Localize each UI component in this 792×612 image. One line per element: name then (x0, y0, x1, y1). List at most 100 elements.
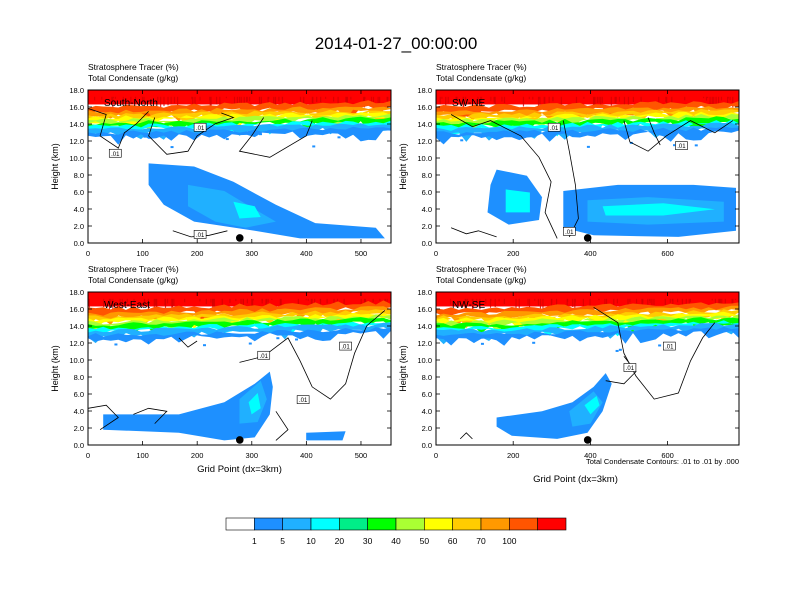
x-tick-label: 600 (661, 249, 674, 258)
tracer-speck (532, 341, 536, 344)
tracer-speck (295, 338, 299, 341)
y-tick-label: 0.0 (422, 441, 432, 450)
x-tick-label: 300 (246, 451, 259, 460)
strat-streak (363, 90, 366, 108)
x-tick-label: 400 (584, 249, 597, 258)
location-marker (235, 436, 244, 444)
strat-streak (281, 90, 284, 108)
strat-streak (732, 90, 734, 108)
strat-layer (88, 116, 391, 134)
strat-streak (464, 292, 466, 308)
y-tick-label: 6.0 (74, 188, 84, 197)
condensate-contour (593, 306, 716, 400)
y-tick-label: 8.0 (74, 373, 84, 382)
strat-streak (593, 90, 595, 108)
colorbar-label: 5 (280, 536, 285, 546)
tracer-speck (114, 343, 118, 346)
contour-label-box (563, 226, 576, 236)
panel-name: South-North (104, 98, 158, 109)
strat-streak (537, 90, 540, 108)
y-tick-label: 4.0 (74, 205, 84, 214)
y-tick-label: 2.0 (74, 222, 84, 231)
tracer-region-5 (148, 163, 385, 239)
strat-streak (574, 292, 576, 309)
y-tick-label: 2.0 (74, 424, 84, 433)
strat-streak (721, 292, 723, 308)
strat-streak (109, 292, 111, 307)
condensate-contour (88, 108, 149, 149)
colorbar-swatch (424, 517, 453, 531)
tracer-speck (143, 135, 147, 138)
strat-streak (681, 292, 684, 309)
y-tick-label: 18.0 (69, 288, 84, 297)
strat-streak (219, 90, 221, 108)
y-tick-label: 18.0 (417, 86, 432, 95)
condensate-contour (88, 404, 119, 431)
strat-streak (522, 90, 525, 107)
strat-streak (240, 292, 242, 306)
tracer-speck (319, 335, 323, 338)
strat-cap (88, 90, 391, 97)
colorbar-swatch (367, 517, 397, 531)
strat-layer (88, 314, 391, 332)
contour-label-box (623, 363, 637, 372)
strat-streak (713, 90, 715, 105)
panel-name: West-East (104, 300, 150, 311)
colorbar-swatch (395, 517, 425, 531)
strat-streak (715, 90, 717, 105)
tracer-region-20 (248, 393, 261, 415)
strat-streak (108, 292, 111, 310)
strat-streak (167, 90, 169, 106)
strat-streak (173, 292, 175, 307)
contour-label-box (339, 341, 352, 351)
y-axis-label: Height (km) (50, 143, 60, 190)
colorbar-label: 1 (252, 536, 257, 546)
strat-streak (314, 292, 316, 307)
strat-streak (718, 292, 721, 306)
y-tick-label: 16.0 (69, 103, 84, 112)
strat-streak (213, 292, 215, 310)
strat-streak (719, 292, 722, 307)
strat-streak (303, 90, 305, 106)
y-tick-label: 10.0 (69, 356, 84, 365)
y-tick-label: 14.0 (69, 322, 84, 331)
x-axis-label: Grid Point (dx=3km) (197, 464, 282, 475)
x-tick-label: 100 (136, 451, 149, 460)
panel-west-east: Stratosphere Tracer (%)Total Condensate … (50, 264, 392, 475)
strat-streak (103, 292, 105, 308)
colorbar-swatch (310, 517, 340, 531)
colorbar-label: 10 (306, 536, 316, 546)
condensate-contour (148, 112, 235, 155)
strat-streak (671, 90, 673, 104)
y-tick-label: 18.0 (69, 86, 84, 95)
contour-label: .01 (341, 345, 350, 351)
panel-name: SW-NE (452, 98, 485, 109)
tracer-speck (460, 139, 464, 142)
strat-streak (212, 292, 214, 306)
x-tick-label: 400 (584, 451, 597, 460)
colorbar-swatch (254, 517, 283, 531)
condensate-contour (450, 227, 497, 238)
tracer-speck (618, 348, 622, 351)
x-tick-label: 600 (661, 451, 674, 460)
panel-frame (87, 291, 392, 446)
strat-streak (688, 292, 690, 307)
y-tick-label: 4.0 (422, 407, 432, 416)
tracer-region-20 (602, 203, 715, 216)
strat-streak (387, 90, 389, 106)
strat-streak (112, 90, 114, 108)
strat-streak (163, 90, 165, 107)
tracer-speck (170, 146, 174, 149)
strat-streak (337, 90, 339, 105)
strat-streak (251, 292, 253, 307)
strat-layer (436, 116, 739, 134)
strat-streak (515, 292, 517, 310)
colorbar-swatch (480, 517, 510, 531)
panel-plot-area: .01 .01 .01 (88, 292, 391, 445)
strat-streak (537, 292, 540, 306)
x-tick-label: 0 (434, 249, 438, 258)
strat-layer (88, 123, 391, 140)
x-tick-label: 100 (136, 249, 149, 258)
panel-header-tracer: Stratosphere Tracer (%) (88, 264, 179, 274)
panel-name: NW-SE (452, 300, 485, 311)
